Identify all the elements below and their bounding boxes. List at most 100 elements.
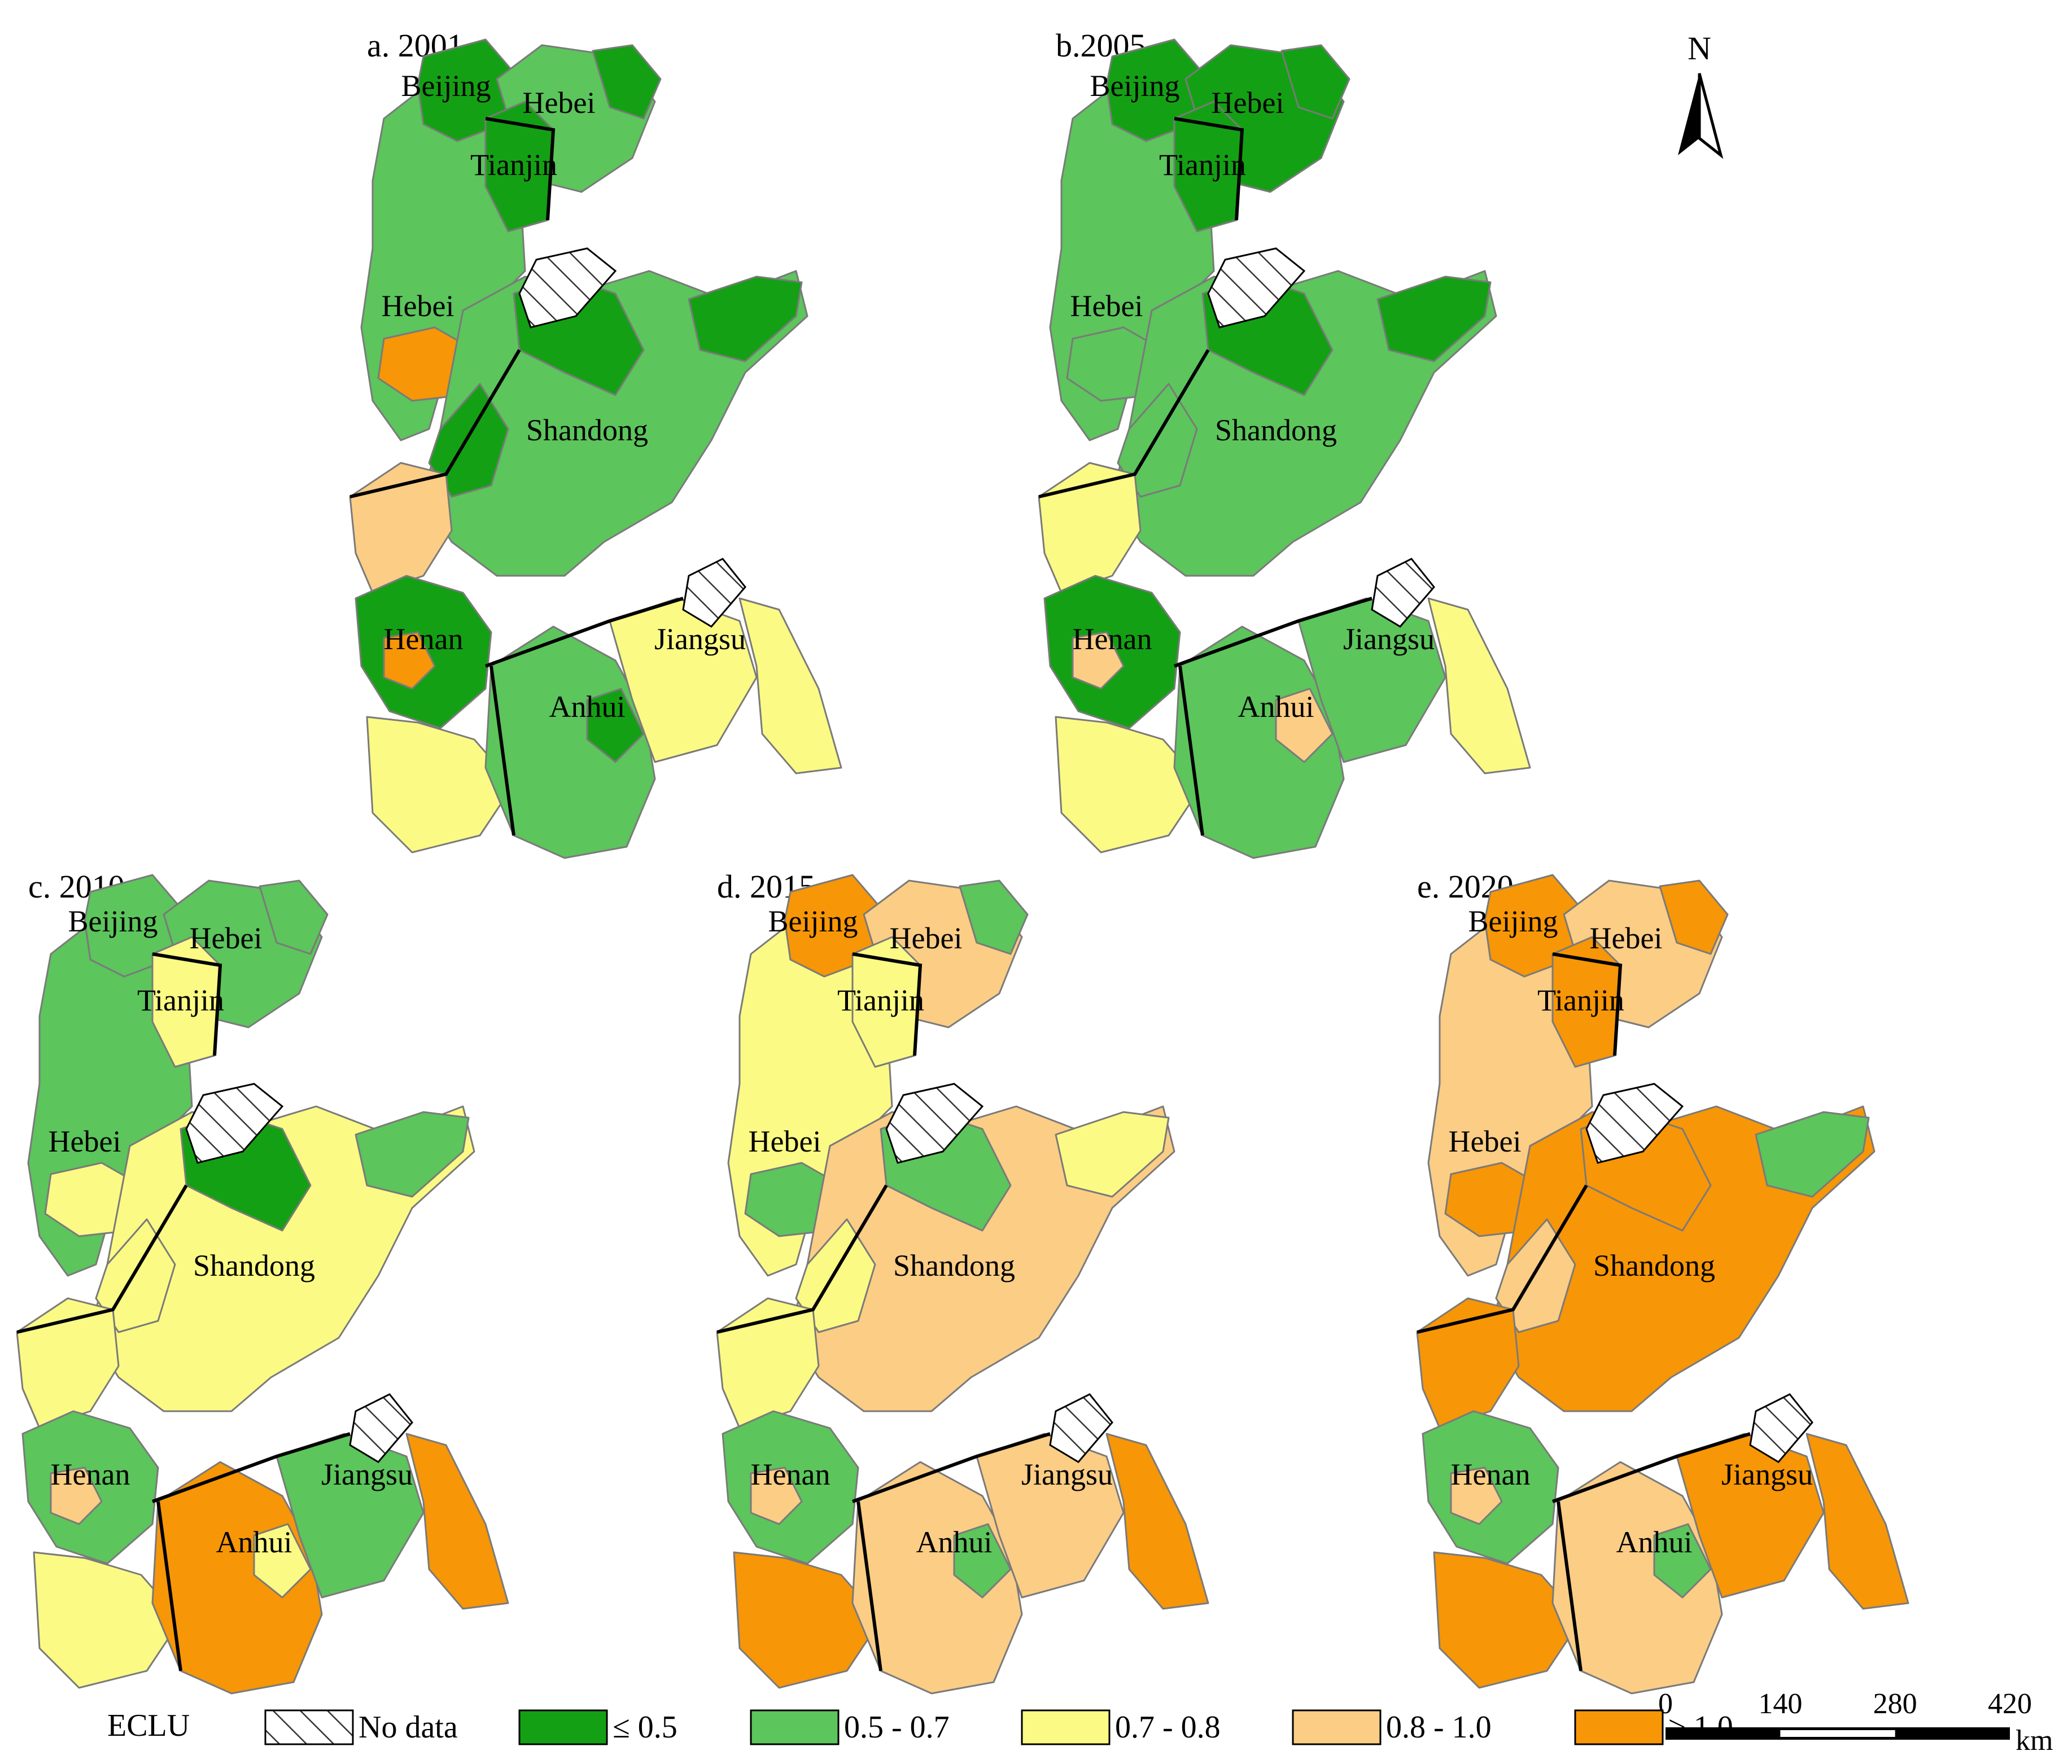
province-label-shandong: Shandong [193, 1249, 315, 1282]
choropleth-map: Beijing Tianjin Hebei Hebei Shandong Henan Jia… [349, 38, 842, 859]
scale-bar-tick: 420 [1988, 1688, 2032, 1720]
region-anhui-spot [586, 688, 645, 763]
region-henan-s [1433, 1551, 1582, 1689]
scale-bar-tick: 0 [1658, 1688, 1673, 1720]
region-henan-s [1055, 716, 1204, 853]
map-panel: b.2005BeijingTianjinHebeiHebeiShandongHe… [1038, 27, 1531, 859]
legend-label: 0.7 - 0.8 [1115, 1710, 1221, 1745]
province-boundary [485, 117, 556, 221]
province-label-anhui: Anhui [1238, 690, 1314, 724]
legend-title: ECLU [107, 1708, 190, 1743]
legend: ECLU No data ≤ 0.5 0.5 - 0.7 0.7 - 0.8 0.8 - … [107, 1708, 1733, 1745]
province-label-shandong: Shandong [1593, 1249, 1715, 1282]
region-henan-n [716, 1297, 820, 1429]
north-arrow-right-half [1698, 73, 1724, 159]
region-henan-n [1416, 1297, 1520, 1429]
province-label-tianjin: Tianjin [137, 983, 224, 1017]
province-label-beijing: Beijing [68, 904, 158, 938]
province-label-hebei-n: Hebei [890, 921, 963, 955]
legend-item: 0.7 - 0.8 [1021, 1709, 1221, 1745]
region-henan-spot [1450, 1467, 1503, 1525]
region-hebei-ne-tip [1659, 879, 1729, 955]
province-label-beijing: Beijing [1090, 69, 1180, 103]
province-label-beijing: Beijing [401, 69, 491, 103]
province-label-hebei-s: Hebei [1449, 1124, 1522, 1158]
province-label-hebei-n: Hebei [1590, 921, 1663, 955]
province-label-hebei-n: Hebei [190, 921, 263, 955]
province-boundary [151, 1432, 351, 1503]
legend-label: 0.5 - 0.7 [844, 1710, 950, 1745]
province-boundary [851, 1432, 1051, 1503]
province-label-tianjin: Tianjin [1159, 148, 1246, 182]
region-henan-n [349, 462, 453, 594]
region-anhui [484, 625, 656, 859]
province-label-tianjin: Tianjin [1537, 983, 1624, 1017]
province-label-hebei-s: Hebei [749, 1124, 821, 1158]
legend-swatch [518, 1709, 608, 1745]
north-arrow-icon: N [1678, 30, 1724, 159]
legend-label: 0.8 - 1.0 [1386, 1710, 1492, 1745]
province-label-jiangsu: Jiangsu [1343, 622, 1435, 656]
province-label-hebei-s: Hebei [382, 289, 454, 323]
region-no-data [1585, 1083, 1684, 1164]
province-label-anhui: Anhui [549, 690, 626, 724]
province-label-henan: Henan [1451, 1457, 1531, 1491]
region-henan-s [33, 1551, 182, 1689]
province-label-anhui: Anhui [1616, 1525, 1693, 1559]
region-anhui [1173, 625, 1345, 859]
province-boundary [1038, 349, 1210, 498]
province-boundary [1551, 1432, 1751, 1503]
map-panel: c. 2010BeijingTianjinHebeiHebeiShandongH… [16, 868, 509, 1695]
region-henan-spot [383, 631, 436, 690]
province-boundary [1552, 952, 1623, 1056]
province-label-hebei-n: Hebei [1212, 86, 1284, 120]
legend-item: No data [264, 1709, 458, 1745]
legend-swatch [1574, 1709, 1664, 1745]
province-label-henan: Henan [1073, 622, 1152, 656]
region-anhui-spot [253, 1523, 312, 1599]
region-anhui-spot [1275, 688, 1334, 763]
region-anhui-spot [1653, 1523, 1712, 1599]
region-no-data [518, 247, 617, 329]
map-panels: a. 2001BeijingTianjinHebeiHebeiShandongH… [16, 27, 1909, 1695]
region-anhui-spot [953, 1523, 1012, 1599]
province-boundary [1417, 1184, 1588, 1334]
region-hebei-ne-tip [1280, 44, 1350, 120]
province-label-hebei-s: Hebei [49, 1124, 121, 1158]
province-label-henan: Henan [751, 1457, 830, 1491]
province-boundary [716, 1184, 888, 1334]
province-boundary [856, 1501, 882, 1671]
province-boundary [152, 952, 222, 1056]
north-arrow-left-half [1678, 73, 1699, 155]
region-henan-spot [1072, 631, 1125, 690]
region-shandong-e [1755, 1111, 1870, 1198]
legend-swatch [1021, 1709, 1111, 1745]
scale-bar-tick: 140 [1758, 1688, 1802, 1720]
province-label-anhui: Anhui [216, 1525, 292, 1559]
province-label-anhui: Anhui [916, 1525, 993, 1559]
province-label-shandong: Shandong [1215, 413, 1337, 447]
region-shandong-e [355, 1111, 470, 1198]
region-jiangsu-e [1806, 1433, 1909, 1610]
region-no-data [1207, 247, 1306, 329]
region-no-data [885, 1083, 984, 1164]
region-henan-spot [750, 1467, 803, 1525]
province-boundary [349, 349, 521, 498]
region-anhui [1551, 1461, 1723, 1695]
north-arrow-label: N [1688, 30, 1711, 67]
scale-bar-unit: km [2016, 1724, 2053, 1757]
province-label-jiangsu: Jiangsu [1721, 1457, 1813, 1491]
province-label-tianjin: Tianjin [470, 148, 557, 182]
choropleth-map: Beijing Tianjin Hebei Hebei Shandong Henan Jia… [1416, 874, 1909, 1695]
region-no-data [682, 558, 746, 628]
choropleth-map: Beijing Tianjin Hebei Hebei Shandong Henan Jia… [716, 874, 1209, 1695]
province-label-hebei-s: Hebei [1070, 289, 1143, 323]
legend-label: ≤ 0.5 [613, 1710, 677, 1745]
legend-swatch [264, 1709, 354, 1745]
scale-bar-tick: 280 [1873, 1688, 1917, 1720]
region-anhui [151, 1461, 323, 1695]
province-label-shandong: Shandong [526, 413, 648, 447]
map-panel: d. 2015BeijingTianjinHebeiHebeiShandongH… [716, 868, 1209, 1695]
region-no-data [349, 1393, 413, 1463]
